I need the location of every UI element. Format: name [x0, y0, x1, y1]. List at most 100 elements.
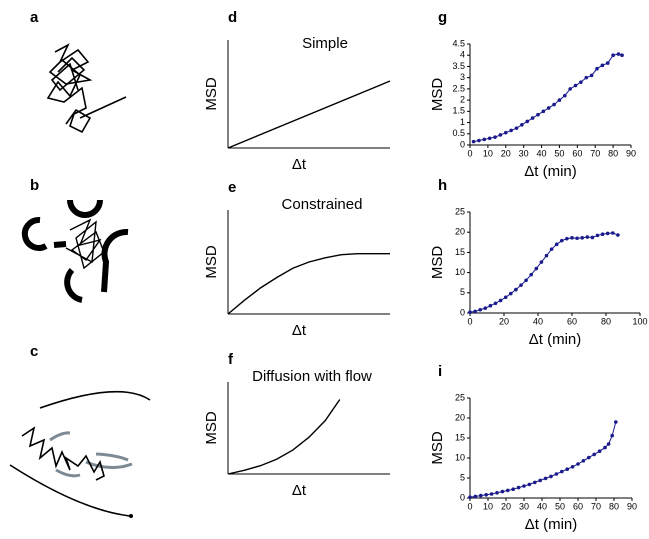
data-point [489, 492, 494, 496]
data-point [544, 253, 549, 258]
data-point [563, 93, 567, 98]
x-tick-label: 90 [626, 148, 636, 158]
data-point [595, 66, 599, 71]
y-axis-label: MSD [429, 431, 446, 465]
data-point [554, 472, 559, 476]
flow-illustration [9, 390, 151, 518]
x-tick-label: 30 [519, 501, 529, 511]
y-tick-label: 0.5 [452, 128, 465, 138]
x-tick-label: 20 [501, 501, 511, 511]
data-point [590, 235, 595, 240]
data-point [539, 260, 544, 264]
data-point [579, 80, 583, 84]
panel-letter: i [438, 363, 442, 380]
data-point [610, 433, 614, 438]
data-point [587, 455, 591, 460]
data-line [473, 53, 623, 143]
y-tick-label: 10 [455, 452, 465, 462]
data-line [227, 80, 391, 149]
data-point [488, 303, 493, 308]
x-tick-label: 0 [467, 501, 472, 511]
y-tick-label: 1 [460, 117, 465, 127]
data-point [527, 482, 532, 487]
data-point [549, 474, 553, 479]
data-point [538, 478, 542, 483]
data-point [500, 489, 505, 494]
data-point [606, 442, 611, 446]
data-point [565, 236, 569, 241]
y-axis-label: MSD [203, 77, 220, 111]
data-point [468, 495, 472, 500]
x-tick-label: 0 [467, 316, 472, 326]
data-point [536, 112, 540, 117]
panel-letter: d [228, 9, 237, 26]
data-point [473, 494, 478, 499]
y-tick-label: 5 [460, 472, 465, 482]
y-axis-label: MSD [203, 411, 220, 445]
panel-letter: b [30, 177, 39, 194]
data-point [520, 123, 524, 127]
data-point [498, 298, 503, 303]
data-point [592, 452, 596, 457]
chart-title: Constrained [282, 196, 363, 213]
data-point [580, 236, 584, 240]
data-point [570, 236, 574, 240]
panel-letter: a [30, 9, 39, 26]
data-line [469, 232, 619, 313]
x-tick-label: 10 [483, 501, 493, 511]
y-tick-label: 0 [460, 307, 465, 317]
data-point [585, 235, 590, 239]
data-point [479, 493, 483, 498]
x-axis-label: Δt [292, 322, 307, 339]
chart-title: Diffusion with flow [252, 368, 372, 385]
panel-letter: f [228, 351, 234, 368]
data-point [554, 242, 559, 247]
x-tick-label: 20 [501, 148, 511, 158]
x-axis-label: Δt [292, 156, 307, 173]
data-point [533, 480, 537, 485]
x-tick-label: 60 [567, 316, 577, 326]
panel-letter: c [30, 343, 38, 360]
x-tick-label: 30 [519, 148, 529, 158]
y-tick-label: 20 [455, 227, 465, 237]
data-point [600, 232, 605, 237]
data-point [493, 301, 498, 306]
data-point [570, 465, 575, 469]
data-point [529, 272, 533, 277]
data-point [581, 459, 586, 463]
x-tick-label: 80 [608, 148, 618, 158]
x-tick-label: 10 [483, 148, 493, 158]
data-point [514, 287, 518, 292]
data-point [511, 487, 515, 492]
data-point [487, 136, 492, 141]
y-tick-label: 2.5 [452, 83, 465, 93]
y-tick-label: 15 [455, 247, 465, 257]
data-point [546, 106, 551, 110]
chart-title: Simple [302, 35, 348, 52]
data-line [227, 399, 341, 475]
x-tick-label: 50 [554, 148, 564, 158]
x-tick-label: 70 [590, 148, 600, 158]
y-tick-label: 3 [460, 72, 465, 82]
data-point [473, 309, 477, 314]
data-point [519, 283, 523, 287]
data-point [603, 445, 607, 450]
x-tick-label: 60 [573, 501, 583, 511]
data-point [611, 231, 615, 235]
x-tick-label: 70 [591, 501, 601, 511]
data-point [525, 119, 530, 124]
data-point [560, 238, 564, 243]
data-point [620, 53, 624, 58]
x-tick-label: 40 [533, 316, 543, 326]
y-tick-label: 3.5 [452, 61, 465, 71]
x-axis-label: Δt [292, 482, 307, 499]
data-point [516, 485, 521, 490]
x-axis-label: Δt (min) [524, 163, 577, 180]
walk-illustration [46, 43, 127, 134]
y-axis-label: MSD [429, 78, 446, 112]
data-point [589, 73, 594, 78]
data-point [549, 247, 554, 251]
panel-letter: h [438, 177, 447, 194]
data-point [482, 137, 487, 142]
